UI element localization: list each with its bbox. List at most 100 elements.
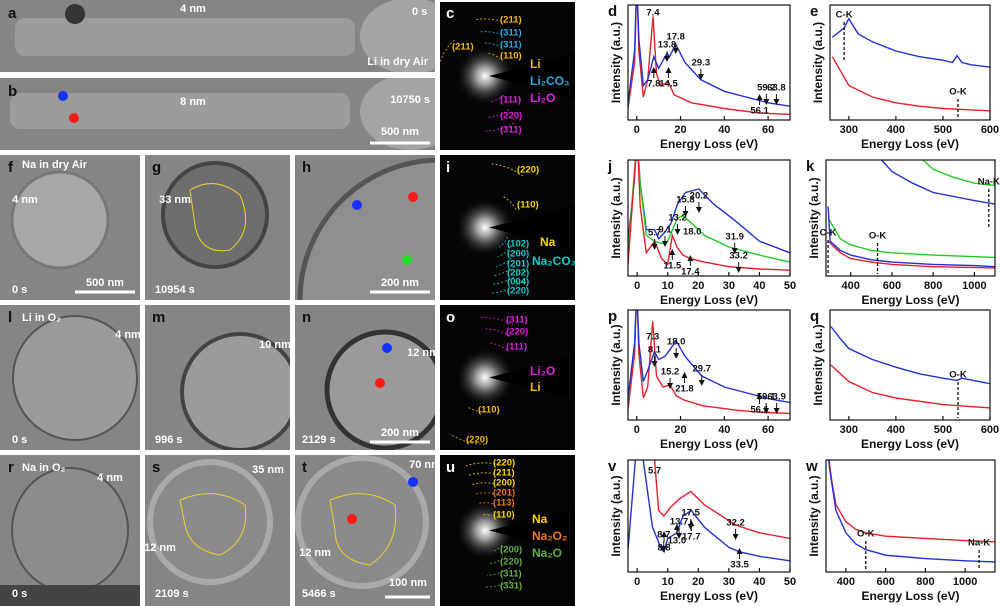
axes-frame [627, 4, 791, 121]
ring-label: (110) [517, 200, 539, 211]
spectrum-line [880, 160, 995, 205]
image-note: Li in dry Air [367, 56, 428, 68]
y-axis-label: Intensity (a.u.) [609, 475, 623, 556]
ring-label: (200) [500, 545, 522, 556]
nanowire [15, 18, 355, 56]
ring-label: (201) [507, 259, 529, 270]
image-note: 500 nm [381, 126, 419, 138]
panel-letter: p [608, 308, 617, 325]
x-tick-label: 400 [887, 424, 905, 436]
ring-label: (102) [507, 239, 529, 250]
image-note: Na in dry Air [22, 159, 88, 171]
x-axis-label: Energy Loss (eV) [660, 589, 758, 603]
ring-arc [490, 342, 509, 352]
y-axis-label: Intensity (a.u.) [811, 324, 825, 405]
edge-label: C-K [820, 228, 837, 239]
x-tick-label: 20 [692, 280, 704, 292]
tem-image [145, 455, 290, 606]
spectrum-line [827, 217, 995, 259]
outline [329, 493, 397, 566]
plot-area [831, 17, 990, 112]
panel-letter: n [302, 309, 311, 326]
spectrum-line [628, 5, 790, 107]
y-axis-label: Intensity (a.u.) [807, 177, 821, 258]
particle [297, 157, 435, 300]
ring-arc [468, 472, 501, 476]
x-tick-label: 400 [837, 576, 855, 588]
ring-label: (311) [500, 125, 522, 136]
x-tick-label: 10 [662, 576, 674, 588]
ring-label: (311) [500, 569, 522, 580]
panel-letter: r [8, 459, 14, 476]
x-tick-label: 600 [981, 124, 999, 136]
dark-blob [65, 4, 85, 24]
particle [295, 455, 429, 589]
image-note: 10750 s [390, 94, 430, 106]
peak-label: 9.1 [658, 225, 672, 236]
ring-label: (220) [506, 327, 528, 338]
peak-label: 18.0 [683, 227, 702, 238]
x-tick-label: 40 [753, 280, 765, 292]
ring-arc [475, 492, 497, 496]
ring-label: (220) [500, 557, 522, 568]
x-tick-label: 20 [674, 124, 686, 136]
x-tick-label: 1000 [962, 280, 986, 292]
image-note: 5466 s [302, 588, 336, 600]
dot [347, 514, 357, 524]
y-axis-label: Intensity (a.u.) [807, 475, 821, 556]
edge-label: C-K [836, 10, 853, 21]
x-tick-label: 600 [981, 424, 999, 436]
particle [324, 329, 435, 450]
edge-label: O-K [857, 529, 875, 540]
ring-arc [497, 245, 512, 258]
diffraction-panel: (220)(211)(200)(201)(113)(110)(200)(220)… [440, 455, 575, 606]
tem-panel: g 33 nm 10954 s [145, 155, 290, 300]
tem-panel: s 35 nm 12 nm 2109 s [144, 455, 290, 606]
image-note: 35 nm [252, 464, 284, 476]
ring-label: (220) [500, 111, 522, 122]
peak-label: 13.0 [668, 536, 687, 547]
peak-label: 63.9 [767, 392, 786, 403]
image-note: 10954 s [155, 284, 195, 296]
spectrum-line [628, 460, 790, 562]
x-tick-label: 800 [916, 576, 934, 588]
y-axis-label: Intensity (a.u.) [609, 324, 623, 405]
tem-image [295, 455, 435, 606]
diffraction-panel: (220)(110)(102)(200)(201)(202)(004)(220)… [440, 155, 576, 300]
tem-panel: m 10 nm 996 s [145, 305, 291, 450]
x-tick-label: 10 [662, 280, 674, 292]
tem-panel: r Na in O₂ 4 nm 0 s [0, 455, 140, 606]
panel-letter: w [805, 458, 818, 475]
ring-arc [483, 514, 493, 517]
panel-letter: o [446, 309, 455, 326]
spectrum-panel: 0 20 40 60 Energy Loss (eV) Intensity (a.u.) d… [608, 3, 791, 151]
image-note: Na in O₂ [22, 462, 66, 474]
spectrum-line [628, 160, 790, 263]
peak-label: 8.8 [657, 543, 670, 554]
x-axis-label: Energy Loss (eV) [861, 137, 959, 151]
ring-label: (220) [517, 165, 539, 176]
x-tick-label: 50 [784, 576, 796, 588]
x-axis-label: Energy Loss (eV) [861, 589, 959, 603]
x-tick-label: 600 [883, 280, 901, 292]
x-tick-label: 300 [840, 124, 858, 136]
image-note: 0 s [412, 6, 427, 18]
image-note: 500 nm [86, 277, 124, 289]
y-axis-label: Intensity (a.u.) [609, 177, 623, 258]
substrate [0, 585, 140, 606]
image-note: 8 nm [180, 96, 206, 108]
plot-area [827, 460, 995, 563]
spectrum-line [828, 460, 995, 543]
spectrum-line [827, 240, 995, 269]
spectrum-panel: 0 10 20 30 40 50 Energy Loss (eV) Intensity (a.… [608, 458, 796, 603]
image-note: 0 s [12, 434, 27, 446]
ring-label: (111) [500, 95, 521, 106]
beam-stop [489, 508, 575, 553]
panel-letter: u [446, 459, 455, 476]
plot-area [628, 160, 790, 271]
axes-frame [825, 159, 996, 277]
image-note: 10 nm [259, 339, 291, 351]
image-note: 4 nm [12, 194, 38, 206]
spectrum-line [922, 160, 995, 187]
beam-glow [455, 347, 515, 408]
